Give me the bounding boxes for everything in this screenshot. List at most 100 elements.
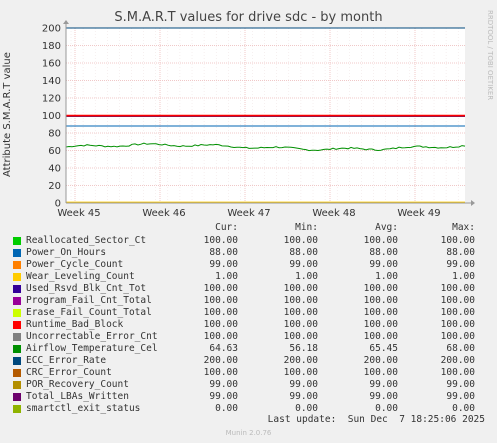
legend-series-name: Power_On_Hours xyxy=(26,247,107,258)
legend-max-value: 1.00 xyxy=(452,271,475,282)
legend-row: POR_Recovery_Count 99.00 99.00 99.00 99.00 xyxy=(0,379,497,391)
legend-swatch xyxy=(13,381,21,389)
y-tick-label: 100 xyxy=(42,111,61,122)
legend-avg-value: 99.00 xyxy=(369,259,398,270)
legend-max-value: 100.00 xyxy=(440,235,475,246)
legend-max-value: 68.00 xyxy=(446,343,475,354)
legend-avg-value: 100.00 xyxy=(363,307,398,318)
y-tick-label: 160 xyxy=(42,59,61,70)
legend-header-max: Max: xyxy=(452,222,475,233)
legend-cur-value: 100.00 xyxy=(203,235,238,246)
x-tick-label: Week 45 xyxy=(57,208,100,219)
legend-min-value: 0.00 xyxy=(295,403,318,414)
legend-swatch xyxy=(13,297,21,305)
legend-avg-value: 99.00 xyxy=(369,391,398,402)
legend-max-value: 88.00 xyxy=(446,247,475,258)
legend-swatch xyxy=(13,345,21,353)
legend-min-value: 99.00 xyxy=(289,379,318,390)
y-tick-label: 120 xyxy=(42,94,61,105)
y-axis-arrow xyxy=(63,20,69,24)
legend-swatch xyxy=(13,309,21,317)
legend-cur-value: 100.00 xyxy=(203,283,238,294)
legend-swatch xyxy=(13,369,21,377)
legend-avg-value: 1.00 xyxy=(375,271,398,282)
legend-min-value: 56.18 xyxy=(289,343,318,354)
legend-cur-value: 100.00 xyxy=(203,367,238,378)
legend-header-cur: Cur: xyxy=(215,222,238,233)
legend-avg-value: 100.00 xyxy=(363,319,398,330)
legend-avg-value: 99.00 xyxy=(369,379,398,390)
legend-min-value: 1.00 xyxy=(295,271,318,282)
y-tick-label: 0 xyxy=(55,199,61,210)
legend-avg-value: 200.00 xyxy=(363,355,398,366)
legend-cur-value: 100.00 xyxy=(203,295,238,306)
legend-series-name: Uncorrectable_Error_Cnt xyxy=(26,331,158,342)
legend-row: Wear_Leveling_Count 1.00 1.00 1.00 1.00 xyxy=(0,271,497,283)
y-tick-label: 80 xyxy=(48,129,61,140)
chart-title: S.M.A.R.T values for drive sdc - by mont… xyxy=(114,10,383,25)
y-tick-label: 40 xyxy=(48,164,61,175)
legend-min-value: 88.00 xyxy=(289,247,318,258)
legend-row: Used_Rsvd_Blk_Cnt_Tot 100.00 100.00 100.00 1… xyxy=(0,283,497,295)
legend-max-value: 100.00 xyxy=(440,283,475,294)
legend-cur-value: 100.00 xyxy=(203,307,238,318)
legend-row: CRC_Error_Count 100.00 100.00 100.00 100.00 xyxy=(0,367,497,379)
legend-row: Runtime_Bad_Block 100.00 100.00 100.00 100.0… xyxy=(0,319,497,331)
legend-max-value: 100.00 xyxy=(440,331,475,342)
legend-min-value: 99.00 xyxy=(289,259,318,270)
munin-version: Munin 2.0.76 xyxy=(225,429,272,437)
x-tick-label: Week 47 xyxy=(227,208,270,219)
legend-header-row: Cur: Min: Avg: Max: xyxy=(0,222,497,234)
legend-cur-value: 88.00 xyxy=(209,247,238,258)
legend-swatch xyxy=(13,273,21,281)
x-axis-arrow xyxy=(471,200,475,206)
legend-series-name: Total_LBAs_Written xyxy=(26,391,129,402)
last-update: Last update: Sun Dec 7 18:25:06 2025 xyxy=(267,414,485,425)
legend-min-value: 99.00 xyxy=(289,391,318,402)
legend-row: Reallocated_Sector_Ct 100.00 100.00 100.00 1… xyxy=(0,235,497,247)
y-tick-label: 60 xyxy=(48,146,61,157)
legend-series-name: smartctl_exit_status xyxy=(26,403,141,414)
legend-min-value: 100.00 xyxy=(283,307,318,318)
legend-row: Uncorrectable_Error_Cnt 100.00 100.00 100.0… xyxy=(0,331,497,343)
legend-cur-value: 64.63 xyxy=(209,343,238,354)
legend-swatch xyxy=(13,333,21,341)
y-tick-label: 140 xyxy=(42,76,61,87)
legend-min-value: 100.00 xyxy=(283,367,318,378)
legend-max-value: 200.00 xyxy=(440,355,475,366)
legend-cur-value: 0.00 xyxy=(215,403,238,414)
legend-row: Power_On_Hours 88.00 88.00 88.00 88.00 xyxy=(0,247,497,259)
legend-swatch xyxy=(13,393,21,401)
legend-series-name: Airflow_Temperature_Cel xyxy=(26,343,158,354)
legend-series-name: Program_Fail_Cnt_Total xyxy=(26,295,152,306)
legend-series-name: POR_Recovery_Count xyxy=(26,379,129,390)
legend-max-value: 100.00 xyxy=(440,319,475,330)
legend-swatch xyxy=(13,261,21,269)
legend-max-value: 99.00 xyxy=(446,259,475,270)
legend-row: Power_Cycle_Count 99.00 99.00 99.00 99.00 xyxy=(0,259,497,271)
legend-series-name: Used_Rsvd_Blk_Cnt_Tot xyxy=(26,283,147,294)
legend-series-name: Reallocated_Sector_Ct xyxy=(26,235,147,246)
legend-max-value: 100.00 xyxy=(440,295,475,306)
legend-avg-value: 100.00 xyxy=(363,235,398,246)
legend-cur-value: 200.00 xyxy=(203,355,238,366)
legend-min-value: 100.00 xyxy=(283,295,318,306)
legend-row: smartctl_exit_status 0.00 0.00 0.00 0.00 xyxy=(0,403,497,415)
legend-max-value: 100.00 xyxy=(440,307,475,318)
legend-swatch xyxy=(13,405,21,413)
legend-row: Erase_Fail_Count_Total 100.00 100.00 100.00… xyxy=(0,307,497,319)
legend-max-value: 99.00 xyxy=(446,391,475,402)
legend-cur-value: 100.00 xyxy=(203,319,238,330)
series-line-temperature xyxy=(65,142,466,152)
legend-series-name: CRC_Error_Count xyxy=(26,367,112,378)
legend-row: Program_Fail_Cnt_Total 100.00 100.00 100.00… xyxy=(0,295,497,307)
legend-max-value: 100.00 xyxy=(440,367,475,378)
legend-series-name: Power_Cycle_Count xyxy=(26,259,124,270)
legend-min-value: 200.00 xyxy=(283,355,318,366)
legend-series-name: Wear_Leveling_Count xyxy=(26,271,135,282)
legend-min-value: 100.00 xyxy=(283,235,318,246)
legend-swatch xyxy=(13,237,21,245)
legend-swatch xyxy=(13,321,21,329)
legend-swatch xyxy=(13,357,21,365)
legend-swatch xyxy=(13,285,21,293)
